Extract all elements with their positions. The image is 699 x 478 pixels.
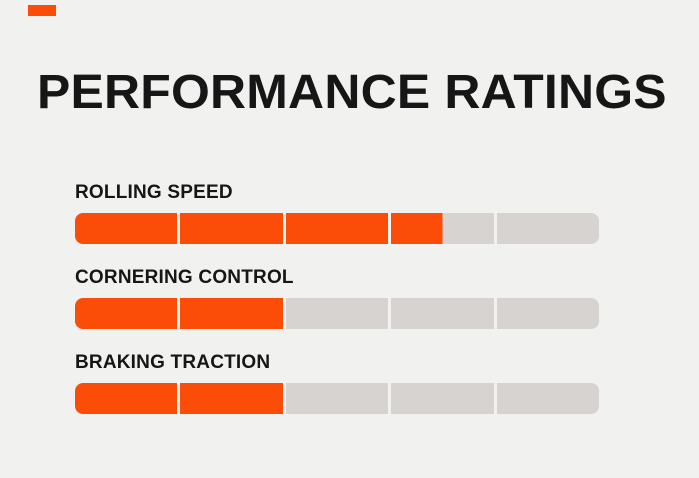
rating-row: CORNERING CONTROL (75, 268, 599, 329)
rating-segment-filled (75, 213, 178, 244)
rating-row: ROLLING SPEED (75, 183, 599, 244)
rating-segment-filled (180, 383, 283, 414)
rating-segment-empty (391, 383, 494, 414)
rating-label: CORNERING CONTROL (75, 267, 294, 288)
rating-bar (75, 213, 599, 244)
page-title: PERFORMANCE RATINGS (37, 66, 667, 119)
rating-segment-filled (285, 213, 389, 244)
rating-segment-empty (496, 298, 599, 329)
rating-segment-empty (496, 383, 599, 414)
rating-label: ROLLING SPEED (75, 182, 233, 203)
rating-bar (75, 298, 599, 329)
rating-segment-filled (180, 213, 283, 244)
rating-segment-filled (180, 298, 283, 329)
rating-segment-partial (391, 213, 494, 244)
rating-segment-filled (75, 298, 178, 329)
rating-segment-empty (391, 298, 494, 329)
rating-label: BRAKING TRACTION (75, 352, 271, 373)
brand-accent-mark (28, 5, 56, 16)
rating-segment-empty (285, 298, 389, 329)
rating-bar (75, 383, 599, 414)
rating-segment-empty (285, 383, 389, 414)
rating-segment-filled (75, 383, 178, 414)
rating-segment-empty (496, 213, 599, 244)
rating-row: BRAKING TRACTION (75, 353, 599, 414)
ratings-list: ROLLING SPEED CORNERING CONTROL BRAKING TR… (75, 183, 599, 438)
